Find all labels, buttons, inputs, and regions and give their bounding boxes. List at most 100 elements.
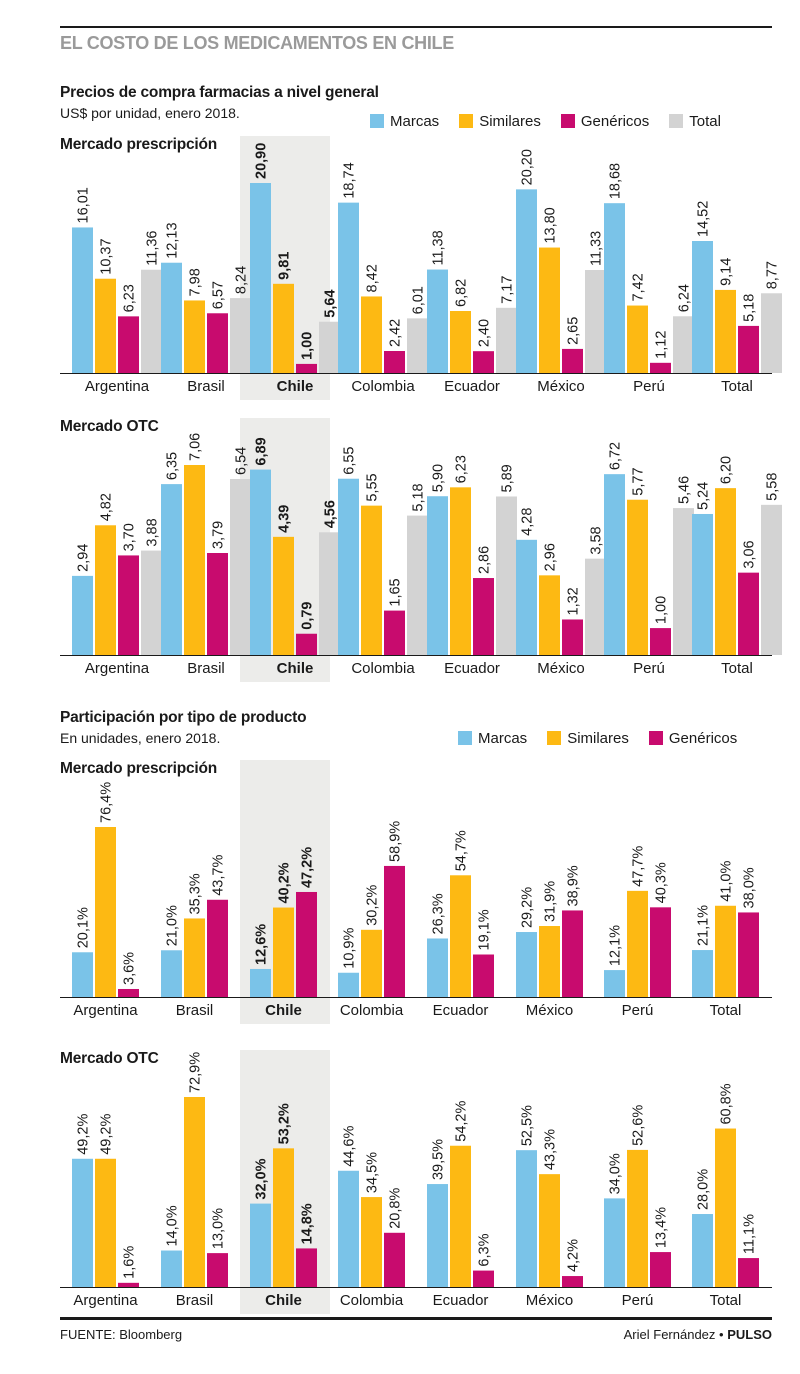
data-label-argentina-total: 3,88 [145,518,161,546]
data-label-brasil-marcas: 6,35 [165,452,181,480]
data-label-mexico-similares: 43,3% [543,1129,559,1170]
bar-colombia-total [407,318,428,373]
category-label-mexico: México [526,1002,574,1019]
bar-chile-genericos [296,363,317,373]
data-label-mexico-genericos: 38,9% [566,865,582,906]
bar-peru-marcas [604,203,625,373]
bar-chile-genericos [296,633,317,655]
category-label-ecuador: Ecuador [444,378,500,395]
bar-argentina-similares [95,1158,116,1287]
bar-chile-marcas [250,469,271,655]
legend-label-marcas: Marcas [390,112,440,130]
bar-mexico-total [585,270,606,373]
data-label-ecuador-genericos: 6,3% [477,1233,493,1266]
bar-total-genericos [738,1258,759,1287]
bar-colombia-total [407,515,428,655]
data-label-colombia-similares: 34,5% [365,1152,381,1193]
data-label-ecuador-total: 7,17 [500,276,516,304]
bar-mexico-genericos [562,910,583,997]
bar-total-similares [715,289,736,373]
bar-peru-marcas [604,970,625,997]
bar-peru-similares [627,499,648,655]
data-label-ecuador-similares: 6,23 [454,455,470,483]
bar-colombia-similares [361,505,382,655]
category-label-peru: Perú [633,378,665,395]
legend-item-total: Total [669,113,721,130]
section1-title: Precios de compra farmacias a nivel gene… [60,84,379,101]
bar-ecuador-similares [450,1145,471,1287]
bar-argentina-genericos [118,316,139,373]
data-label-mexico-similares: 13,80 [543,207,559,243]
bar-brasil-genericos [207,313,228,373]
category-label-chile: Chile [277,378,314,395]
bar-peru-genericos [650,628,671,655]
bar-argentina-marcas [72,227,93,373]
data-label-mexico-marcas: 4,28 [520,508,536,536]
bar-mexico-marcas [516,932,537,997]
bar-brasil-total [230,478,251,655]
bar-total-marcas [692,950,713,997]
bar-mexico-marcas [516,539,537,655]
data-label-colombia-marcas: 44,6% [342,1126,358,1167]
bar-chile-marcas [250,183,271,373]
category-label-brasil: Brasil [187,660,225,677]
bar-mexico-marcas [516,1150,537,1287]
legend-swatch-marcas [370,114,384,128]
bar-argentina-similares [95,827,116,997]
data-label-total-genericos: 5,18 [742,294,758,322]
bar-brasil-genericos [207,1253,228,1287]
legend-swatch-similares [547,731,562,745]
data-label-colombia-genericos: 2,42 [388,319,404,347]
legend-swatch-similares [459,114,474,128]
bar-argentina-similares [95,525,116,655]
bar-colombia-marcas [338,478,359,655]
category-label-total: Total [721,378,753,395]
bar-mexico-similares [539,1174,560,1287]
bar-argentina-marcas [72,575,93,655]
data-label-mexico-similares: 31,9% [543,881,559,922]
data-label-ecuador-genericos: 19,1% [477,909,493,950]
data-label-peru-genericos: 13,4% [654,1207,670,1248]
data-label-chile-genericos: 0,79 [300,602,316,630]
bar-total-marcas [692,241,713,373]
bar-chile-similares [273,907,294,997]
data-label-argentina-genericos: 6,23 [122,284,138,312]
data-label-ecuador-total: 5,89 [500,464,516,492]
bar-colombia-similares [361,1197,382,1287]
data-label-colombia-similares: 8,42 [365,264,381,292]
bar-mexico-genericos [562,619,583,655]
data-label-argentina-marcas: 49,2% [76,1114,92,1155]
data-label-mexico-genericos: 1,32 [566,587,582,615]
data-label-argentina-similares: 49,2% [99,1114,115,1155]
section2-title: Participación por tipo de producto [60,709,307,726]
category-label-brasil: Brasil [176,1292,214,1309]
bar-peru-similares [627,305,648,373]
data-label-mexico-marcas: 29,2% [520,887,536,928]
legend-label-genericos: Genéricos [668,729,738,747]
data-label-peru-marcas: 34,0% [608,1153,624,1194]
data-label-argentina-similares: 4,82 [99,493,115,521]
data-label-colombia-total: 6,01 [411,286,427,314]
data-label-total-marcas: 28,0% [696,1169,712,1210]
section1-subtitle: US$ por unidad, enero 2018. [60,105,240,121]
bar-brasil-similares [184,465,205,655]
category-label-chile: Chile [265,1292,302,1309]
category-label-brasil: Brasil [176,1002,214,1019]
bar-total-similares [715,1128,736,1287]
bar-colombia-marcas [338,1170,359,1287]
data-label-brasil-marcas: 12,13 [165,222,181,258]
bar-ecuador-genericos [473,1270,494,1287]
chart-prices-prescription: 16,01 10,37 6,23 11,36 Argentina 12,13 7,98 6,5… [60,136,782,400]
data-label-brasil-total: 6,54 [234,447,250,475]
data-label-peru-similares: 52,6% [631,1105,647,1146]
bar-ecuador-total [496,496,517,655]
data-label-total-marcas: 21,1% [696,905,712,946]
bar-total-genericos [738,325,759,373]
bar-peru-total [673,508,694,655]
bar-argentina-similares [95,278,116,373]
data-label-mexico-similares: 2,96 [543,543,559,571]
legend-label-total: Total [689,112,721,130]
category-label-ecuador: Ecuador [433,1292,489,1309]
category-label-chile: Chile [265,1002,302,1019]
category-label-colombia: Colombia [351,378,415,395]
